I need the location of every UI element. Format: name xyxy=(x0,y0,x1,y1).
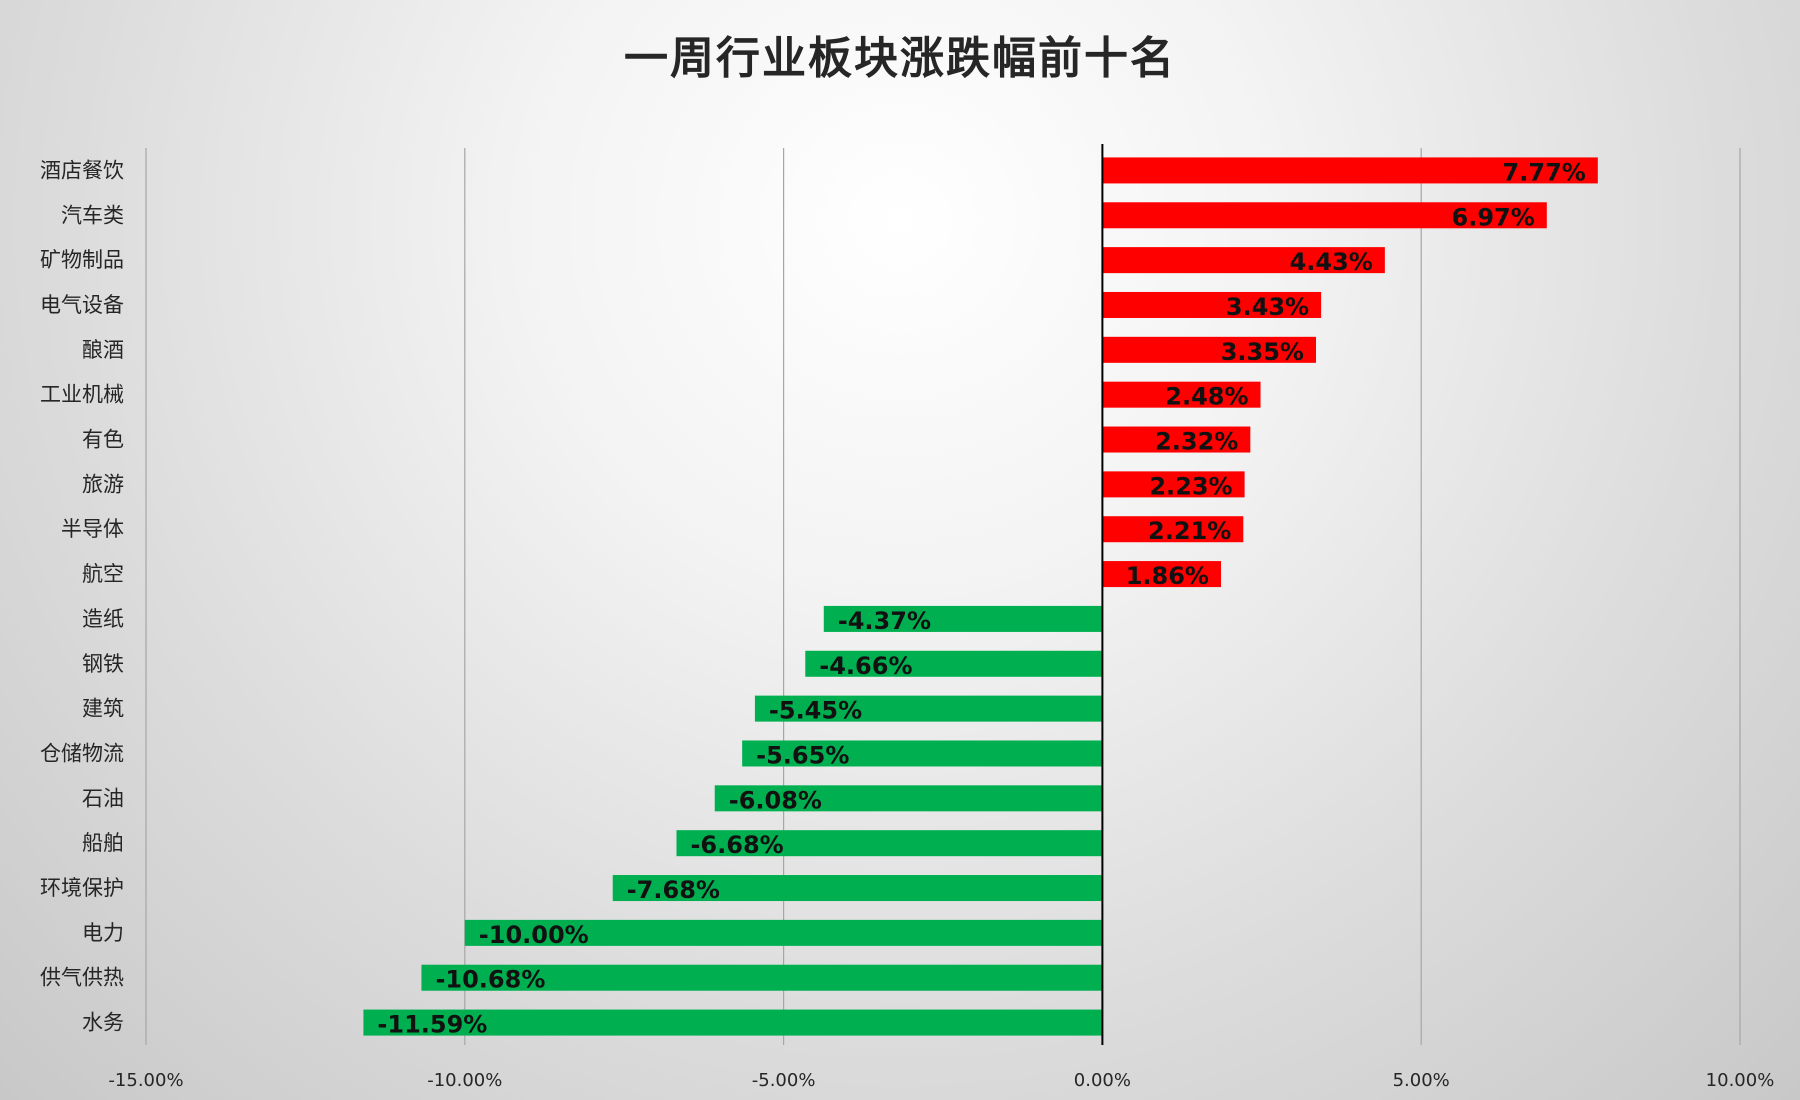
data-label: 7.77% xyxy=(1503,158,1586,186)
data-label: 2.21% xyxy=(1148,517,1231,545)
bar xyxy=(1102,247,1385,274)
data-label: 1.86% xyxy=(1126,562,1209,590)
bar xyxy=(363,1009,1103,1036)
data-label: 2.48% xyxy=(1165,383,1248,411)
bar xyxy=(714,785,1103,812)
category-label: 石油 xyxy=(82,786,124,810)
category-label: 仓储物流 xyxy=(40,741,124,765)
data-label: -10.68% xyxy=(435,966,545,994)
data-label: 3.35% xyxy=(1221,338,1304,366)
x-tick-label: -5.00% xyxy=(752,1070,816,1091)
bar xyxy=(1102,157,1598,184)
data-label: -10.00% xyxy=(479,921,589,949)
bar xyxy=(612,875,1103,902)
bar xyxy=(1102,471,1245,498)
category-label: 钢铁 xyxy=(82,652,124,676)
data-label: -4.37% xyxy=(838,607,931,635)
bar xyxy=(805,650,1103,677)
bar xyxy=(464,919,1103,946)
bar xyxy=(823,605,1103,632)
bar xyxy=(1102,202,1547,229)
category-label: 工业机械 xyxy=(40,383,124,407)
x-tick-label: 0.00% xyxy=(1074,1070,1131,1091)
bar xyxy=(421,964,1103,991)
x-tick-label: -10.00% xyxy=(427,1070,502,1091)
x-tick-label: 10.00% xyxy=(1706,1070,1775,1091)
category-label: 有色 xyxy=(82,428,124,452)
x-tick-label: 5.00% xyxy=(1393,1070,1450,1091)
category-label: 环境保护 xyxy=(40,876,124,900)
category-label: 酒店餐饮 xyxy=(40,158,124,182)
data-label: -4.66% xyxy=(819,652,912,680)
bar xyxy=(1102,561,1221,588)
category-label: 汽车类 xyxy=(61,203,124,227)
data-label: -7.68% xyxy=(627,876,720,904)
category-label: 电气设备 xyxy=(40,293,124,317)
data-label: -5.65% xyxy=(756,741,849,769)
data-label: 6.97% xyxy=(1452,203,1535,231)
category-label: 造纸 xyxy=(82,607,124,631)
category-label: 供气供热 xyxy=(40,966,124,990)
category-label: 航空 xyxy=(82,562,124,586)
category-label: 电力 xyxy=(82,921,124,945)
x-tick-label: -15.00% xyxy=(108,1070,183,1091)
category-label: 船舶 xyxy=(82,831,124,855)
bar xyxy=(1102,381,1261,408)
bar xyxy=(1102,291,1322,318)
bar xyxy=(1102,426,1251,453)
data-label: -11.59% xyxy=(377,1011,487,1039)
category-label: 矿物制品 xyxy=(40,248,124,272)
data-label: 4.43% xyxy=(1290,248,1373,276)
data-label: 2.32% xyxy=(1155,428,1238,456)
bar xyxy=(1102,336,1316,363)
bar xyxy=(676,830,1103,857)
category-label: 半导体 xyxy=(61,517,124,541)
category-label: 水务 xyxy=(82,1011,124,1035)
category-label: 旅游 xyxy=(82,472,124,496)
data-label: -5.45% xyxy=(769,697,862,725)
category-label: 建筑 xyxy=(82,697,124,721)
bar xyxy=(742,740,1103,767)
chart-title: 一周行业板块涨跌幅前十名 xyxy=(624,33,1176,84)
bar xyxy=(754,695,1103,722)
category-label: 酿酒 xyxy=(82,338,124,362)
bar xyxy=(1102,516,1244,543)
data-label: -6.08% xyxy=(729,786,822,814)
data-label: 2.23% xyxy=(1149,472,1232,500)
data-label: -6.68% xyxy=(690,831,783,859)
data-label: 3.43% xyxy=(1226,293,1309,321)
